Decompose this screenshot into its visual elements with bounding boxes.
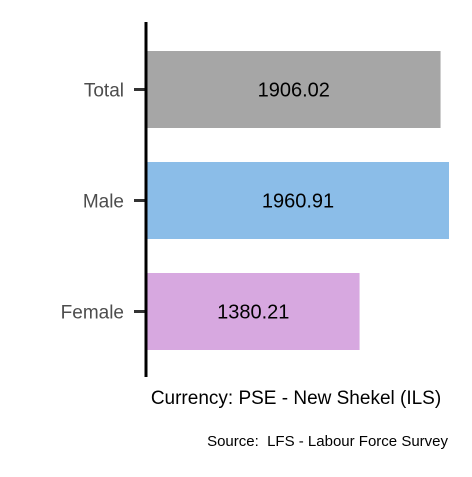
bar-female	[147, 273, 360, 350]
y-tick-label-female: Female	[61, 303, 124, 324]
x-axis-title: Currency: PSE - New Shekel (ILS)	[151, 388, 441, 409]
y-ticks-layer: Total Male Female	[61, 81, 145, 324]
bar-total	[147, 51, 441, 128]
value-label-male: 1960.91	[262, 191, 334, 213]
source-caption: Source: LFS - Labour Force Survey	[207, 433, 448, 450]
y-tick-label-total: Total	[84, 81, 124, 102]
y-tick-label-male: Male	[83, 192, 124, 213]
value-label-total: 1906.02	[258, 80, 330, 102]
value-label-female: 1380.21	[217, 302, 289, 324]
bars-layer	[147, 51, 449, 350]
bar-male	[147, 162, 449, 239]
value-labels-layer: 1906.02 1960.91 1380.21	[217, 80, 334, 324]
